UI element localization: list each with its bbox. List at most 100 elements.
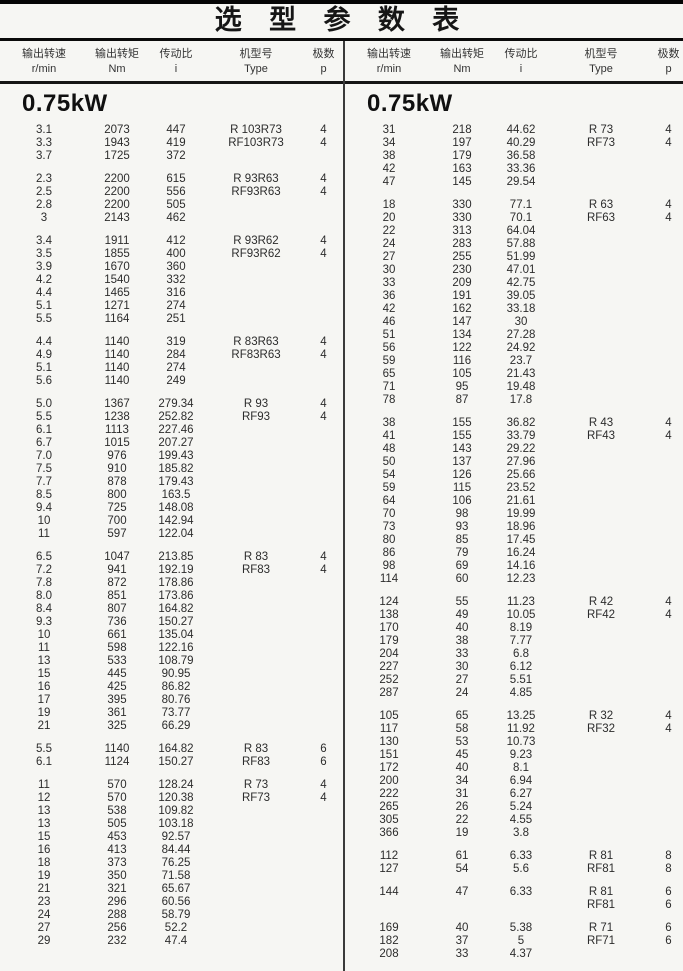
table-row: 70 98 19.99: [345, 508, 683, 521]
cell-type: [551, 674, 651, 687]
table-row: 179 38 7.77: [345, 635, 683, 648]
cell-speed: 114: [379, 573, 399, 585]
cell-torque: 941: [107, 564, 127, 576]
table-row: 15 445 90.95: [0, 668, 343, 681]
cell-ratio: 58.79: [161, 909, 191, 921]
cell-type: [206, 896, 306, 909]
cell-poles: [651, 736, 683, 749]
cell-ratio: 52.2: [164, 922, 188, 934]
table-row: 7.2 941 192.19 RF83 4: [0, 564, 343, 577]
cell-torque: 1140: [104, 349, 130, 361]
cell-ratio: 12.23: [506, 573, 536, 585]
cell-speed: 38: [382, 150, 396, 162]
cell-type: [551, 443, 651, 456]
cell-speed: 21: [37, 883, 51, 895]
cell-torque: 1725: [104, 150, 130, 162]
cell-speed: 9.3: [36, 616, 52, 628]
cell-torque: 37: [455, 935, 469, 947]
cell-speed: 7.8: [36, 577, 52, 589]
table-row: 16 413 84.44: [0, 844, 343, 857]
cell-speed: 5.5: [36, 313, 52, 325]
cell-ratio: 122.16: [158, 642, 194, 654]
cell-ratio: 148.08: [158, 502, 194, 514]
cell-torque: 60: [455, 573, 469, 585]
cell-speed: 18: [382, 199, 396, 211]
cell-speed: 5.1: [36, 300, 52, 312]
table-row: 10 661 135.04: [0, 629, 343, 642]
cell-speed: 179: [379, 635, 399, 647]
cell-torque: 85: [455, 534, 469, 546]
cell-type: [551, 355, 651, 368]
cell-torque: 807: [107, 603, 127, 615]
cell-poles: [651, 394, 683, 407]
cell-speed: 5.1: [36, 362, 52, 374]
cell-poles: [306, 655, 341, 668]
cell-poles: [306, 935, 341, 948]
cell-type: [551, 775, 651, 788]
cell-ratio: 33.18: [506, 303, 536, 315]
table-row: 182 37 5 RF71 6: [345, 935, 683, 948]
table-row: 2.8 2200 505: [0, 199, 343, 212]
cell-torque: 1670: [104, 261, 130, 273]
cell-torque: 2143: [104, 212, 130, 224]
column-header-unit: r/min: [376, 63, 402, 75]
cell-type: [206, 261, 306, 274]
cell-ratio: 400: [166, 248, 186, 260]
cell-poles: 4: [320, 792, 327, 804]
cell-ratio: 92.57: [161, 831, 191, 843]
cell-speed: 34: [382, 137, 396, 149]
cell-ratio: 5: [517, 935, 525, 947]
cell-poles: [306, 287, 341, 300]
column-header-label: 极数: [312, 48, 335, 60]
table-row: 3.4 1911 412 R 93R62 4: [0, 235, 343, 248]
cell-type: RF93R63: [231, 186, 281, 198]
column-header-label: 输出转矩: [95, 48, 139, 60]
table-row: 6.1 1113 227.46: [0, 424, 343, 437]
cell-poles: [306, 375, 341, 388]
table-row: 86 79 16.24: [345, 547, 683, 560]
cell-type: [551, 163, 651, 176]
cell-poles: 4: [665, 199, 672, 211]
cell-speed: 4.2: [36, 274, 52, 286]
left-half-table: 输出转速 r/min 输出转矩 Nm 传动比 i 机型号 Type 极数 p 0.75kW 3.1 20…: [0, 41, 343, 971]
cell-speed: 64: [382, 495, 396, 507]
table-row: 144 47 6.33 R 81 6: [345, 886, 683, 899]
cell-type: [206, 515, 306, 528]
cell-ratio: 109.82: [158, 805, 194, 817]
cell-poles: [651, 534, 683, 547]
cell-type: [206, 590, 306, 603]
cell-ratio: 5.24: [509, 801, 533, 813]
cell-ratio: 5.38: [509, 922, 533, 934]
cell-torque: 197: [452, 137, 472, 149]
cell-speed: 10: [37, 629, 51, 641]
cell-poles: 4: [665, 124, 672, 136]
cell-type: [551, 150, 651, 163]
cell-torque: 30: [455, 661, 469, 673]
table-row: 78 87 17.8: [345, 394, 683, 407]
cell-torque: 350: [107, 870, 127, 882]
cell-poles: [651, 560, 683, 573]
cell-type: [551, 622, 651, 635]
table-row: 4.4 1465 316: [0, 287, 343, 300]
cell-speed: 47: [382, 176, 396, 188]
cell-ratio: 30: [514, 316, 528, 328]
cell-poles: [306, 199, 341, 212]
cell-type: [206, 362, 306, 375]
cell-poles: [651, 342, 683, 355]
table-row: 13 533 108.79: [0, 655, 343, 668]
cell-type: [551, 176, 651, 189]
cell-speed: 12: [37, 792, 51, 804]
table-columns-wrapper: 输出转速 r/min 输出转矩 Nm 传动比 i 机型号 Type 极数 p 0.75kW 3.1 20…: [0, 41, 683, 971]
cell-ratio: 192.19: [158, 564, 194, 576]
cell-torque: 232: [107, 935, 127, 947]
cell-speed: 13: [37, 805, 51, 817]
cell-torque: 255: [452, 251, 472, 263]
cell-speed: 18: [37, 857, 51, 869]
cell-ratio: 51.99: [506, 251, 536, 263]
cell-ratio: 21.61: [506, 495, 536, 507]
cell-type: [551, 827, 651, 840]
table-row: 130 53 10.73: [345, 736, 683, 749]
table-row: 7.5 910 185.82: [0, 463, 343, 476]
table-row: 13 505 103.18: [0, 818, 343, 831]
